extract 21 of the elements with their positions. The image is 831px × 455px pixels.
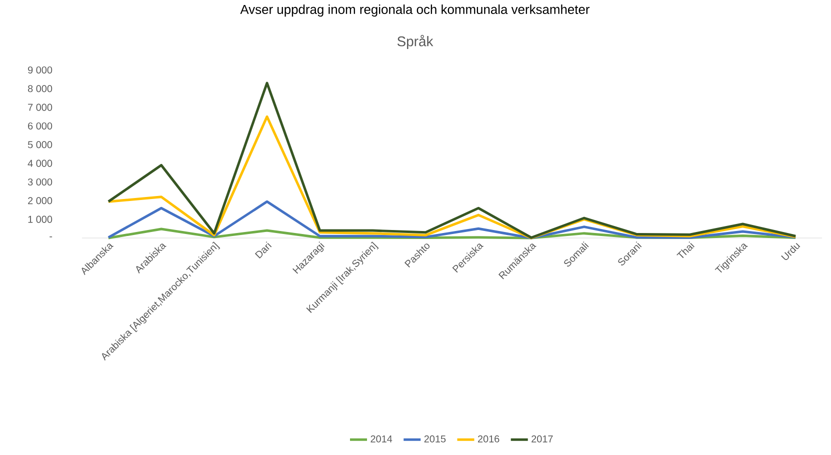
y-tick-label: 7 000 — [28, 104, 52, 111]
chart-title: Språk — [397, 34, 434, 50]
y-tick-label: 4 000 — [28, 160, 52, 167]
y-tick-label: 6 000 — [28, 122, 52, 130]
x-tick-label: Thai — [676, 242, 694, 258]
legend-label: 2016 — [478, 435, 500, 442]
legend-label: 2015 — [424, 435, 446, 442]
y-tick-label: 8 000 — [28, 85, 52, 92]
line-series — [107, 228, 797, 240]
legend-label: 2014 — [370, 435, 392, 442]
legend-label: 2017 — [532, 435, 553, 442]
y-tick-label: 5 000 — [28, 141, 52, 148]
y-tick-label: 2 000 — [28, 197, 52, 204]
y-tick-label: 1 000 — [28, 216, 52, 223]
line-series — [107, 200, 797, 240]
line-series — [107, 115, 797, 240]
line-series — [107, 82, 797, 239]
chart-subtitle: Avser uppdrag inom regionala och kommunala verksamheter — [240, 4, 590, 17]
y-tick-label: - — [50, 236, 52, 238]
y-tick-label: 3 000 — [28, 178, 52, 186]
y-tick-label: 9 000 — [28, 66, 52, 74]
